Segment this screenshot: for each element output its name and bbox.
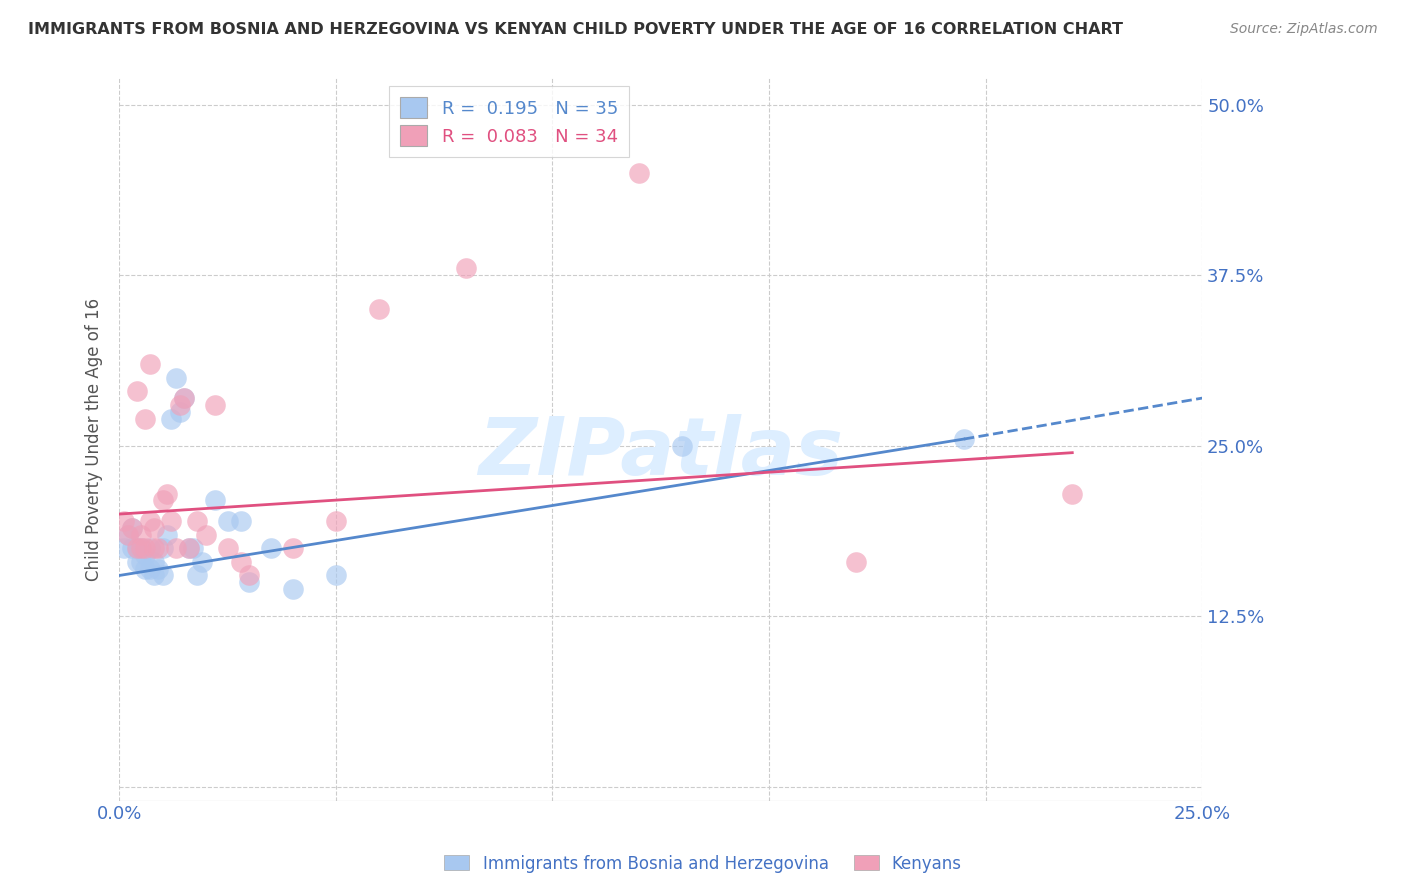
Point xyxy=(129,541,152,556)
Point xyxy=(165,541,187,556)
Point xyxy=(229,514,252,528)
Point xyxy=(186,568,208,582)
Point xyxy=(125,541,148,556)
Point xyxy=(194,527,217,541)
Text: IMMIGRANTS FROM BOSNIA AND HERZEGOVINA VS KENYAN CHILD POVERTY UNDER THE AGE OF : IMMIGRANTS FROM BOSNIA AND HERZEGOVINA V… xyxy=(28,22,1123,37)
Point xyxy=(156,527,179,541)
Legend: R =  0.195   N = 35, R =  0.083   N = 34: R = 0.195 N = 35, R = 0.083 N = 34 xyxy=(389,87,628,157)
Point xyxy=(671,439,693,453)
Point xyxy=(325,514,347,528)
Point xyxy=(368,302,391,317)
Point xyxy=(169,405,191,419)
Point xyxy=(177,541,200,556)
Point xyxy=(112,541,135,556)
Point xyxy=(152,568,174,582)
Point xyxy=(134,411,156,425)
Point xyxy=(142,521,165,535)
Point xyxy=(156,486,179,500)
Point xyxy=(152,541,174,556)
Point xyxy=(1062,486,1084,500)
Point xyxy=(190,555,212,569)
Point xyxy=(142,541,165,556)
Point xyxy=(138,357,160,371)
Point xyxy=(217,514,239,528)
Point xyxy=(454,261,477,276)
Point xyxy=(173,391,195,405)
Point xyxy=(628,166,651,180)
Point xyxy=(845,555,868,569)
Point xyxy=(160,411,183,425)
Point xyxy=(125,555,148,569)
Y-axis label: Child Poverty Under the Age of 16: Child Poverty Under the Age of 16 xyxy=(86,297,103,581)
Point xyxy=(129,541,152,556)
Point xyxy=(117,527,139,541)
Point xyxy=(177,541,200,556)
Point xyxy=(169,398,191,412)
Point xyxy=(204,398,226,412)
Point xyxy=(142,555,165,569)
Point xyxy=(134,541,156,556)
Point xyxy=(238,575,260,590)
Point xyxy=(217,541,239,556)
Point xyxy=(229,555,252,569)
Point xyxy=(134,562,156,576)
Point xyxy=(121,521,143,535)
Point xyxy=(134,548,156,562)
Point xyxy=(148,541,170,556)
Text: Source: ZipAtlas.com: Source: ZipAtlas.com xyxy=(1230,22,1378,37)
Point xyxy=(125,384,148,399)
Point xyxy=(112,514,135,528)
Text: ZIPatlas: ZIPatlas xyxy=(478,415,844,492)
Point xyxy=(953,432,976,446)
Point xyxy=(281,582,304,596)
Legend: Immigrants from Bosnia and Herzegovina, Kenyans: Immigrants from Bosnia and Herzegovina, … xyxy=(437,848,969,880)
Point xyxy=(121,541,143,556)
Point xyxy=(148,562,170,576)
Point xyxy=(117,527,139,541)
Point xyxy=(129,527,152,541)
Point xyxy=(238,568,260,582)
Point xyxy=(186,514,208,528)
Point xyxy=(165,370,187,384)
Point xyxy=(281,541,304,556)
Point xyxy=(138,562,160,576)
Point xyxy=(173,391,195,405)
Point xyxy=(260,541,283,556)
Point xyxy=(181,541,204,556)
Point xyxy=(142,568,165,582)
Point xyxy=(152,493,174,508)
Point xyxy=(129,555,152,569)
Point xyxy=(121,521,143,535)
Point xyxy=(138,514,160,528)
Point xyxy=(160,514,183,528)
Point xyxy=(138,541,160,556)
Point xyxy=(125,541,148,556)
Point xyxy=(204,493,226,508)
Point xyxy=(325,568,347,582)
